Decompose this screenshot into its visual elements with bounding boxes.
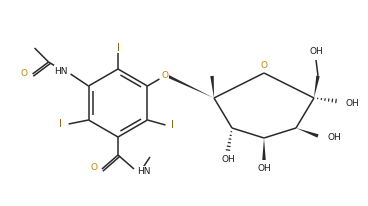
Text: I: I [59, 118, 62, 128]
Text: OH: OH [257, 164, 271, 173]
Text: O: O [90, 163, 97, 172]
Text: OH: OH [346, 99, 360, 108]
Text: HN: HN [54, 66, 68, 75]
Text: OH: OH [221, 154, 235, 163]
Text: O: O [21, 69, 28, 78]
Polygon shape [314, 76, 320, 98]
Text: OH: OH [309, 47, 323, 56]
Text: HN: HN [137, 167, 151, 176]
Text: O: O [162, 71, 169, 80]
Polygon shape [210, 76, 214, 98]
Polygon shape [167, 75, 214, 98]
Polygon shape [262, 138, 266, 160]
Text: O: O [261, 60, 268, 69]
Polygon shape [296, 128, 319, 138]
Text: I: I [171, 119, 174, 129]
Text: OH: OH [328, 133, 342, 142]
Text: I: I [117, 43, 120, 53]
